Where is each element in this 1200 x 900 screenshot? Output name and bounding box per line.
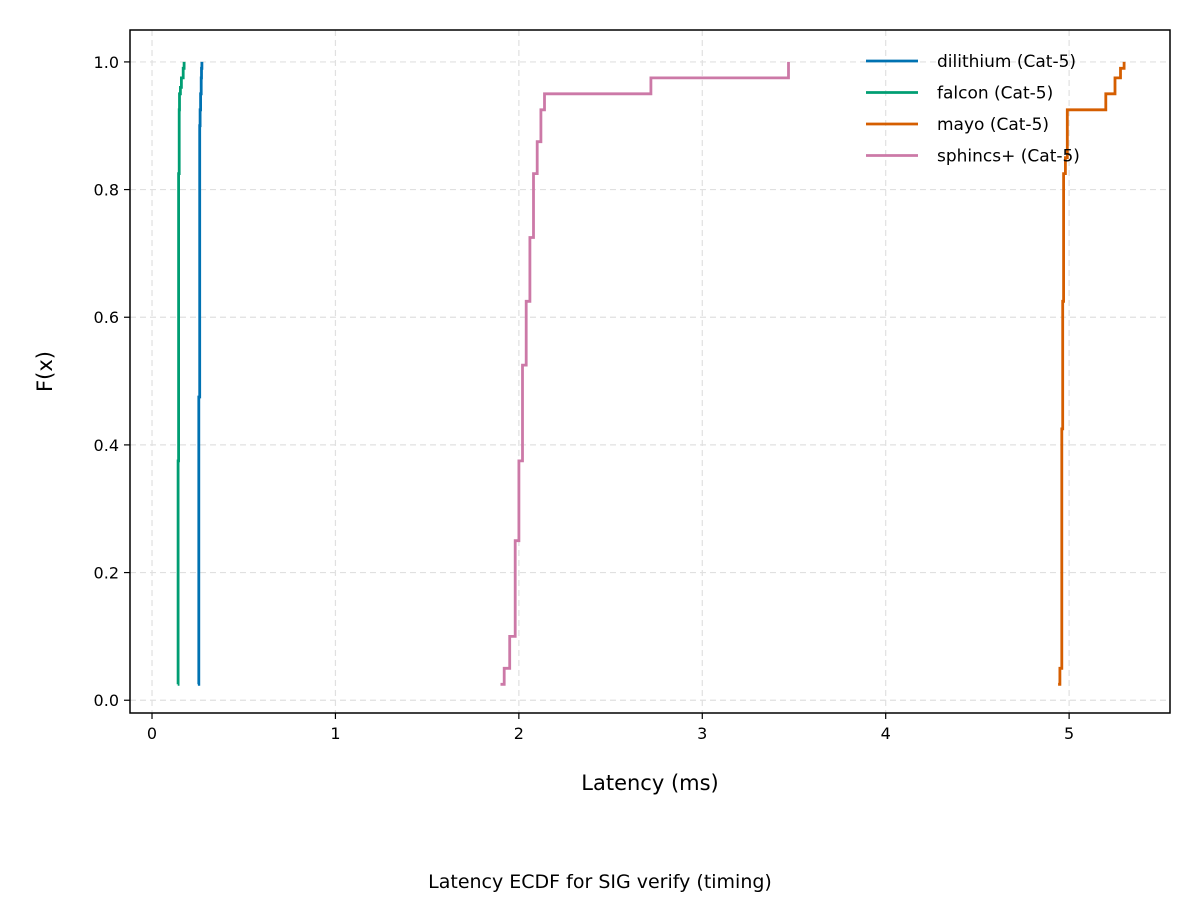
y-tick-label: 0.4	[94, 436, 119, 455]
y-tick-label: 0.2	[94, 564, 119, 583]
y-tick-label: 0.0	[94, 691, 119, 710]
plot-frame	[129, 29, 1171, 714]
series-line	[176, 61, 186, 686]
legend-label: sphincs+ (Cat-5)	[937, 147, 1080, 167]
legend-label: mayo (Cat-5)	[937, 115, 1049, 135]
x-tick-label: 5	[1064, 724, 1074, 743]
x-tick-label: 2	[514, 724, 524, 743]
y-tick-label: 0.6	[94, 308, 119, 327]
x-tick-label: 1	[330, 724, 340, 743]
legend-label: falcon (Cat-5)	[937, 84, 1053, 104]
y-tick-label: 0.8	[94, 181, 119, 200]
chart-caption: Latency ECDF for SIG verify (timing)	[428, 871, 772, 893]
series-layer	[176, 61, 1126, 686]
x-axis-label: Latency (ms)	[581, 771, 718, 795]
x-tick-label: 0	[147, 724, 157, 743]
x-tick-label: 3	[697, 724, 707, 743]
series-line	[197, 61, 204, 686]
grid	[130, 30, 1170, 713]
series-line	[1058, 61, 1126, 686]
y-axis-label: F(x)	[33, 351, 57, 392]
legend-label: dilithium (Cat-5)	[937, 52, 1076, 72]
series-line	[500, 61, 790, 686]
axis-ticks: 0 1 2 3 4 5 0.0 0.2 0.4 0.6 0.8 1.0	[94, 53, 1075, 743]
legend: dilithium (Cat-5) falcon (Cat-5) mayo (Cat…	[866, 52, 1080, 167]
x-tick-label: 4	[881, 724, 891, 743]
y-tick-label: 1.0	[94, 53, 119, 72]
